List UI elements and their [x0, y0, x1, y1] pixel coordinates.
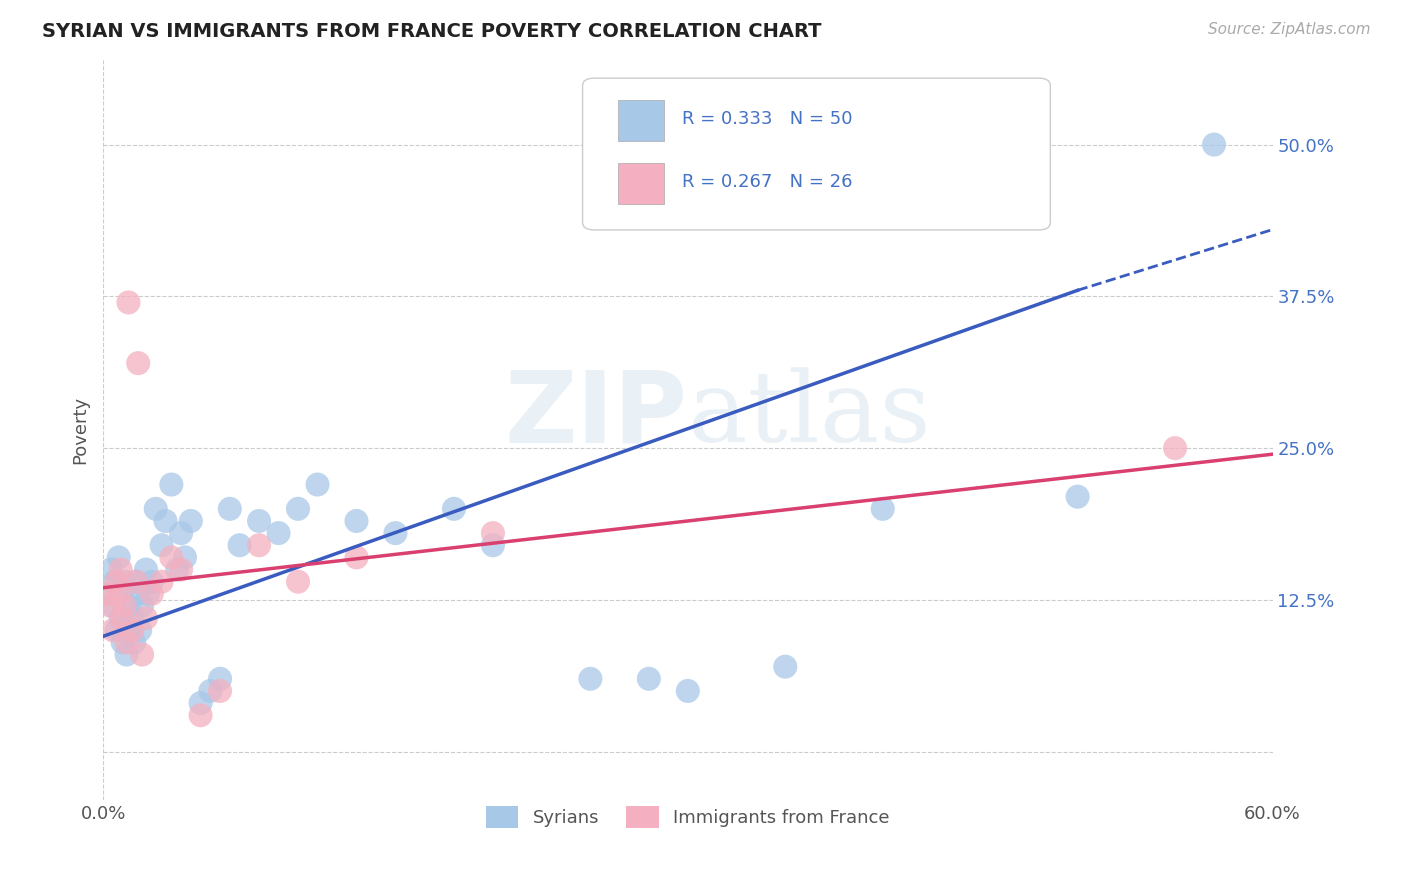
Point: [267, 526, 290, 541]
Point: [96, 587, 118, 601]
Point: [114, 574, 136, 589]
Point: [190, 696, 212, 710]
Point: [160, 477, 183, 491]
Point: [150, 538, 173, 552]
Text: R = 0.267   N = 26: R = 0.267 N = 26: [682, 173, 852, 191]
Point: [107, 587, 129, 601]
Point: [96, 587, 118, 601]
Text: Source: ZipAtlas.com: Source: ZipAtlas.com: [1208, 22, 1371, 37]
Point: [676, 684, 699, 698]
Point: [775, 659, 797, 673]
Point: [117, 599, 139, 613]
Point: [218, 501, 240, 516]
Point: [160, 550, 183, 565]
Point: [145, 501, 167, 516]
Point: [124, 635, 146, 649]
Point: [1066, 490, 1088, 504]
Point: [141, 574, 163, 589]
Point: [131, 599, 153, 613]
Text: atlas: atlas: [688, 368, 931, 463]
Point: [180, 514, 202, 528]
Point: [115, 635, 138, 649]
Point: [482, 526, 505, 541]
Point: [107, 550, 129, 565]
Point: [125, 574, 148, 589]
Point: [170, 562, 193, 576]
Point: [135, 562, 157, 576]
Bar: [617, 100, 665, 141]
Point: [384, 526, 406, 541]
Point: [1202, 137, 1225, 152]
Point: [155, 514, 177, 528]
Point: [104, 574, 127, 589]
Point: [482, 538, 505, 552]
Point: [170, 526, 193, 541]
Point: [129, 624, 152, 638]
Point: [117, 295, 139, 310]
Point: [111, 611, 134, 625]
Point: [443, 501, 465, 516]
Point: [114, 599, 136, 613]
Point: [105, 624, 128, 638]
Point: [125, 574, 148, 589]
Point: [190, 708, 212, 723]
Point: [110, 562, 132, 576]
Point: [247, 514, 270, 528]
Point: [1164, 441, 1187, 455]
Point: [346, 514, 368, 528]
Point: [121, 611, 143, 625]
Point: [105, 574, 128, 589]
Point: [101, 599, 124, 613]
Point: [121, 624, 143, 638]
Point: [100, 599, 122, 613]
Point: [166, 562, 188, 576]
Point: [174, 550, 197, 565]
Point: [111, 587, 134, 601]
Bar: [617, 163, 665, 204]
Point: [228, 538, 250, 552]
Point: [101, 624, 124, 638]
Point: [115, 648, 138, 662]
Text: ZIP: ZIP: [505, 367, 688, 464]
Point: [247, 538, 270, 552]
Point: [150, 574, 173, 589]
Point: [136, 587, 159, 601]
Y-axis label: Poverty: Poverty: [72, 396, 89, 464]
Point: [307, 477, 329, 491]
Point: [346, 550, 368, 565]
Text: R = 0.333   N = 50: R = 0.333 N = 50: [682, 110, 852, 128]
Point: [209, 684, 232, 698]
Point: [141, 587, 163, 601]
Point: [110, 611, 132, 625]
Point: [135, 611, 157, 625]
Point: [200, 684, 222, 698]
Point: [120, 624, 142, 638]
Point: [287, 574, 309, 589]
Point: [131, 648, 153, 662]
Point: [287, 501, 309, 516]
Text: SYRIAN VS IMMIGRANTS FROM FRANCE POVERTY CORRELATION CHART: SYRIAN VS IMMIGRANTS FROM FRANCE POVERTY…: [42, 22, 821, 41]
Legend: Syrians, Immigrants from France: Syrians, Immigrants from France: [478, 799, 897, 836]
Point: [637, 672, 659, 686]
Point: [872, 501, 894, 516]
Point: [127, 587, 149, 601]
FancyBboxPatch shape: [582, 78, 1050, 230]
Point: [579, 672, 602, 686]
Point: [127, 356, 149, 370]
Point: [209, 672, 232, 686]
Point: [111, 635, 134, 649]
Point: [100, 562, 122, 576]
